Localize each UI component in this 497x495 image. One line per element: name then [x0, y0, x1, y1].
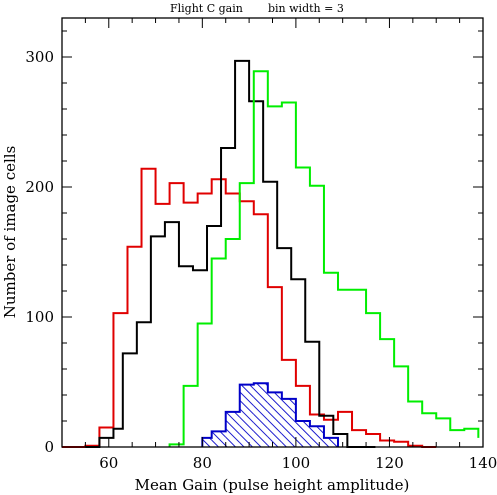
series-black — [85, 59, 376, 448]
plot-area — [62, 59, 480, 448]
y-axis-title: Number of image cells — [1, 146, 19, 319]
x-axis-title: Mean Gain (pulse height amplitude) — [135, 476, 410, 494]
x-tick-label: 60 — [99, 454, 118, 472]
hatched-bar-blue — [239, 384, 254, 447]
y-tick-label: 300 — [25, 48, 54, 66]
chart-subtitle: bin width = 3 — [268, 2, 344, 15]
hatched-bar-blue — [202, 437, 212, 447]
hatched-bar-blue — [211, 431, 226, 447]
x-tick-label: 140 — [469, 454, 497, 472]
histogram-outline-green — [168, 70, 480, 447]
histogram-outline-red — [62, 167, 437, 448]
hatched-bar-blue — [323, 437, 338, 447]
hatched-bar-blue — [267, 392, 282, 447]
y-tick-label: 200 — [25, 178, 54, 196]
x-tick-label: 100 — [282, 454, 311, 472]
series-green — [168, 70, 480, 447]
histogram-outline-blue — [201, 382, 339, 447]
y-tick-label: 100 — [25, 308, 54, 326]
histogram-outline-black — [85, 59, 376, 448]
y-tick-label: 0 — [44, 438, 54, 456]
x-axis: 60 80 100 120 140 — [61, 18, 497, 472]
x-tick-label: 80 — [193, 454, 212, 472]
chart-title: Flight C gain — [170, 2, 243, 15]
series-blue — [201, 382, 339, 447]
plot-frame — [61, 17, 484, 448]
hatched-bar-blue — [225, 411, 240, 447]
hatched-bar-blue — [295, 421, 310, 447]
hatched-bar-blue — [281, 398, 296, 447]
hatched-bar-blue — [309, 426, 324, 447]
x-tick-label: 120 — [375, 454, 404, 472]
hatched-bar-blue — [253, 383, 268, 447]
y-axis: 0 100 200 300 — [25, 30, 483, 456]
series-red — [62, 167, 437, 448]
